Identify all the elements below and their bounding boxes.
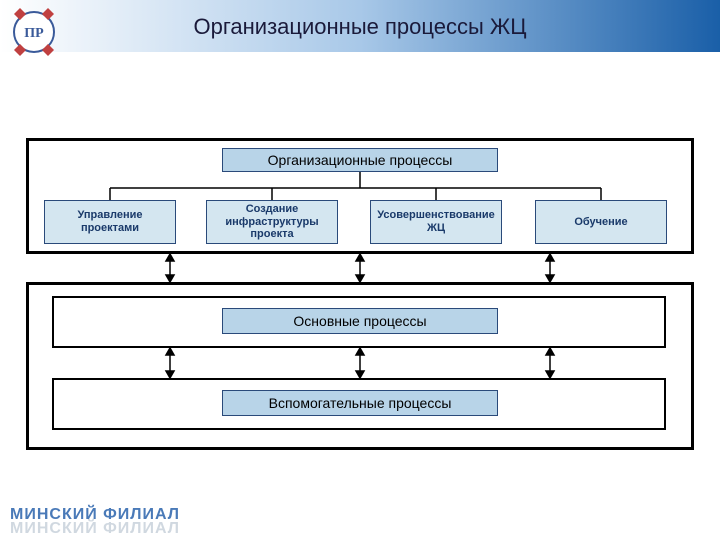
box-training: Обучение xyxy=(535,200,667,244)
box-infrastructure: Создание инфраструктуры проекта xyxy=(206,200,338,244)
box-project-management: Управление проектами xyxy=(44,200,176,244)
box-label: Обучение xyxy=(574,216,627,229)
box-label: Усовершенствование ЖЦ xyxy=(373,209,499,234)
box-improvement: Усовершенствование ЖЦ xyxy=(370,200,502,244)
box-aux-processes: Вспомогательные процессы xyxy=(222,390,498,416)
box-org-processes-header: Организационные процессы xyxy=(222,148,498,172)
page-title: Организационные процессы ЖЦ xyxy=(0,14,720,40)
box-main-processes: Основные процессы xyxy=(222,308,498,334)
connectors xyxy=(0,0,720,540)
footer-text: МИНСКИЙ ФИЛИАЛ xyxy=(10,506,180,524)
box-label: Создание инфраструктуры проекта xyxy=(209,203,335,241)
box-label: Управление проектами xyxy=(47,209,173,234)
